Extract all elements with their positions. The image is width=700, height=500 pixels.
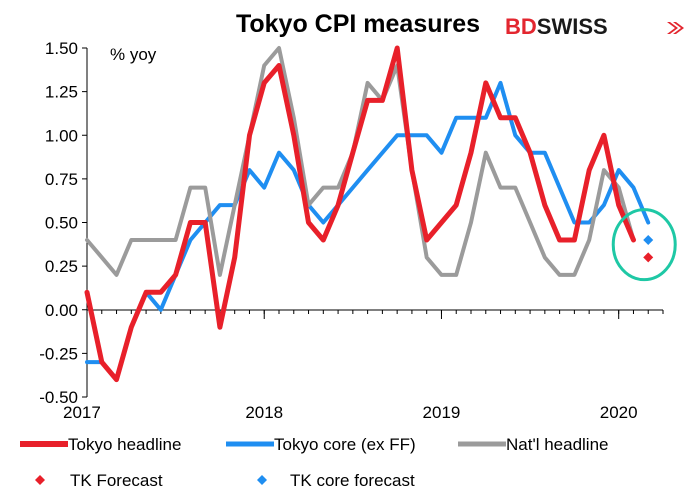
y-tick-label: 0.50 <box>45 214 78 233</box>
brand-chevrons-icon <box>667 22 684 34</box>
legend: Tokyo headline Tokyo core (ex FF) Nat'l he… <box>20 435 608 490</box>
x-tick-label: 2018 <box>245 403 283 422</box>
brand-logo-swiss: SWISS <box>537 14 608 39</box>
forecast-marker-0 <box>643 252 654 263</box>
y-tick-label: -0.50 <box>39 388 78 407</box>
legend-forecast-label-0: TK Forecast <box>70 471 163 490</box>
chart-title: Tokyo CPI measures <box>236 10 480 38</box>
brand-logo: BDSWISS <box>505 14 684 39</box>
forecast-marker-1 <box>643 234 654 245</box>
legend-forecast-label-1: TK core forecast <box>290 471 415 490</box>
y-tick-label: 0.00 <box>45 301 78 320</box>
x-axis: 2017 2018 2019 2020 <box>63 309 664 422</box>
y-tick-label: 0.75 <box>45 170 78 189</box>
legend-marker-1 <box>257 475 267 485</box>
x-tick-label: 2019 <box>423 403 461 422</box>
y-tick-label: 0.25 <box>45 257 78 276</box>
series-line-1 <box>85 80 651 382</box>
forecast-highlight-ellipse <box>611 208 677 282</box>
brand-logo-bd: BD <box>505 14 537 39</box>
y-axis-ticks: 1.50 1.25 1.00 0.75 0.50 0.25 0.00 -0.25 -0.50 <box>39 39 88 407</box>
y-unit-label: % yoy <box>110 45 157 64</box>
y-tick-label: 1.25 <box>45 83 78 102</box>
y-tick-label: 1.00 <box>45 126 78 145</box>
series-layer <box>84 45 651 383</box>
series-line-0 <box>84 45 636 383</box>
legend-label-0: Tokyo headline <box>68 435 181 454</box>
forecast-layer <box>611 208 677 282</box>
x-tick-label: 2020 <box>600 403 638 422</box>
legend-label-2: Nat'l headline <box>506 435 608 454</box>
y-tick-label: -0.25 <box>39 344 78 363</box>
y-tick-label: 1.50 <box>45 39 78 58</box>
series-line-2 <box>85 46 636 277</box>
legend-marker-0 <box>35 475 45 485</box>
legend-label-1: Tokyo core (ex FF) <box>274 435 416 454</box>
svg-text:BDSWISS: BDSWISS <box>505 14 608 39</box>
x-tick-label: 2017 <box>63 403 101 422</box>
